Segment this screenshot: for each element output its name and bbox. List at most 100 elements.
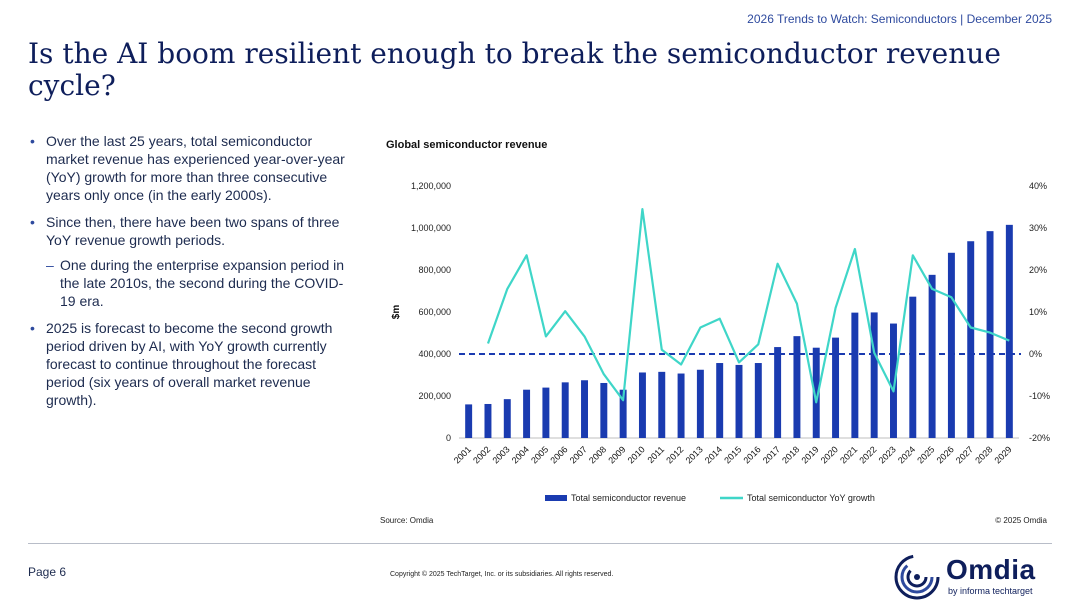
revenue-bar	[832, 337, 840, 438]
revenue-bar	[638, 372, 646, 438]
revenue-bar	[967, 241, 975, 438]
legal-copyright: Copyright © 2025 TechTarget, Inc. or its…	[390, 571, 614, 578]
bullet-dot-icon: •	[30, 320, 35, 336]
x-tick-label: 2016	[741, 444, 762, 465]
revenue-bar	[947, 252, 955, 438]
x-tick-label: 2020	[819, 444, 840, 465]
x-tick-label: 2005	[529, 444, 550, 465]
revenue-bar	[619, 389, 627, 438]
x-tick-label: 2021	[838, 444, 859, 465]
revenue-bar	[986, 231, 994, 438]
revenue-bar	[465, 404, 473, 438]
y-left-tick-label: 1,000,000	[411, 223, 451, 233]
y-right-tick-label: 30%	[1029, 223, 1047, 233]
revenue-bar	[1005, 224, 1013, 438]
sub-bullet-item: – One during the enterprise expansion pe…	[28, 256, 358, 310]
bullet-dot-icon: •	[30, 214, 35, 230]
revenue-bar	[503, 399, 511, 438]
x-tick-label: 2015	[722, 444, 743, 465]
logo-tagline: by informa techtarget	[948, 586, 1033, 596]
y-left-tick-label: 1,200,000	[411, 181, 451, 191]
revenue-bar	[523, 389, 531, 438]
x-tick-label: 2029	[993, 444, 1014, 465]
bullet-list: • Over the last 25 years, total semicond…	[28, 132, 358, 418]
page-title: Is the AI boom resilient enough to break…	[28, 37, 1001, 102]
revenue-bar	[754, 363, 762, 438]
logo-wordmark: Omdia	[946, 554, 1036, 585]
x-tick-label: 2011	[645, 444, 666, 465]
x-tick-label: 2023	[877, 444, 898, 465]
omdia-logo-icon	[894, 554, 940, 600]
revenue-bar	[696, 369, 704, 438]
revenue-bar	[561, 382, 569, 438]
growth-line	[486, 207, 1010, 404]
x-tick-label: 2012	[664, 444, 685, 465]
revenue-bar	[851, 312, 859, 438]
legend-bar-label: Total semiconductor revenue	[571, 493, 686, 503]
x-tick-label: 2022	[857, 444, 878, 465]
bullet-item: • Since then, there have been two spans …	[28, 213, 358, 249]
x-tick-label: 2013	[684, 444, 705, 465]
revenue-bar	[484, 403, 492, 438]
x-tick-label: 2024	[896, 444, 917, 465]
legend-line-label: Total semiconductor YoY growth	[747, 493, 875, 503]
x-tick-label: 2007	[568, 444, 589, 465]
x-tick-label: 2002	[471, 444, 492, 465]
bullet-item: • Over the last 25 years, total semicond…	[28, 132, 358, 204]
revenue-bar	[928, 274, 936, 438]
x-tick-label: 2026	[935, 444, 956, 465]
revenue-chart: 0 200,000 400,000 600,000 800,000 1,000,000 1,…	[391, 181, 1050, 503]
y-right-tick-label: 10%	[1029, 307, 1047, 317]
x-tick-label: 2001	[452, 444, 473, 465]
y-axis-label: $m	[391, 305, 402, 320]
y-left-tick-label: 0	[446, 433, 451, 443]
x-tick-label: 2006	[548, 444, 569, 465]
revenue-bar	[581, 380, 588, 438]
revenue-bar	[909, 296, 917, 438]
revenue-bar	[774, 347, 782, 438]
page-number: Page 6	[28, 565, 67, 579]
x-tick-label: 2014	[703, 444, 724, 465]
sub-bullet-text: One during the enterprise expansion peri…	[60, 257, 345, 309]
y-right-tick-label: 40%	[1029, 181, 1047, 191]
revenue-bar	[890, 323, 897, 438]
x-tick-label: 2027	[954, 444, 975, 465]
report-header: 2026 Trends to Watch: Semiconductors | D…	[747, 12, 1052, 26]
revenue-bar	[735, 364, 743, 438]
x-tick-label: 2004	[510, 444, 531, 465]
revenue-bar	[716, 363, 724, 438]
bullet-text: Over the last 25 years, total semiconduc…	[46, 133, 345, 203]
chart-title: Global semiconductor revenue	[386, 139, 548, 151]
revenue-bar	[870, 312, 878, 438]
chart-copyright: © 2025 Omdia	[995, 516, 1047, 525]
revenue-bar	[793, 336, 801, 438]
revenue-bar	[677, 373, 685, 438]
x-tick-label: 2008	[587, 444, 608, 465]
chart-panel: Global semiconductor revenue 0 200,000 400…	[375, 132, 1065, 532]
revenue-bar	[812, 347, 820, 438]
y-left-tick-label: 400,000	[418, 349, 451, 359]
revenue-bar	[600, 382, 608, 438]
x-tick-label: 2028	[973, 444, 994, 465]
legend-bar-swatch	[545, 495, 567, 501]
y-right-tick-label: 0%	[1029, 349, 1042, 359]
revenue-bar	[658, 371, 666, 438]
footer-divider	[28, 543, 1052, 544]
y-right-tick-label: -20%	[1029, 433, 1050, 443]
x-tick-label: 2003	[490, 444, 511, 465]
sub-bullet-dash-icon: –	[46, 257, 54, 273]
y-right-tick-label: 20%	[1029, 265, 1047, 275]
bullet-item: • 2025 is forecast to become the second …	[28, 319, 358, 409]
x-tick-label: 2009	[606, 444, 627, 465]
bullet-text: Since then, there have been two spans of…	[46, 214, 340, 248]
chart-source: Source: Omdia	[380, 516, 434, 525]
bullet-dot-icon: •	[30, 133, 35, 149]
x-tick-label: 2010	[626, 444, 647, 465]
revenue-bar	[542, 387, 550, 438]
x-tick-label: 2017	[761, 444, 782, 465]
omdia-logo: Omdia by informa techtarget	[892, 552, 1062, 602]
y-left-tick-label: 800,000	[418, 265, 451, 275]
y-left-tick-label: 600,000	[418, 307, 451, 317]
y-right-tick-label: -10%	[1029, 391, 1050, 401]
x-tick-label: 2018	[780, 444, 801, 465]
